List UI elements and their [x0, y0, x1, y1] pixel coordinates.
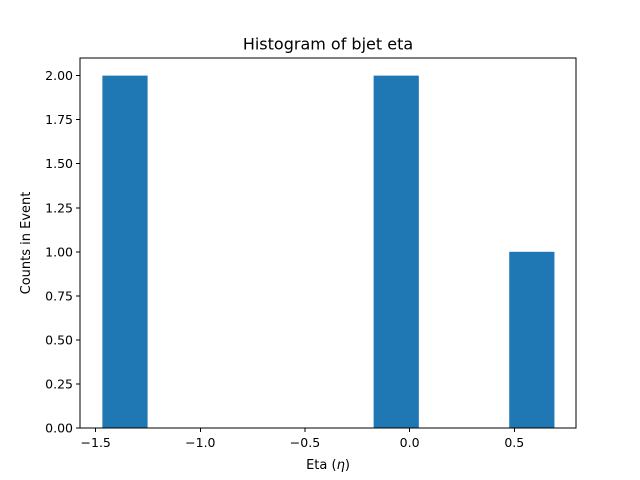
bars-group — [102, 75, 555, 428]
y-tick-label: 0.75 — [45, 288, 73, 303]
histogram-bar-0 — [102, 75, 148, 428]
y-axis-ticks: 0.00 0.25 0.50 0.75 1.00 1.25 1.50 1.75 2.00 — [45, 68, 80, 436]
x-tick-label: 0.0 — [400, 435, 420, 450]
x-axis-label-close: ) — [345, 458, 350, 473]
x-axis-label: Eta (η) — [306, 458, 350, 473]
histogram-bar-6 — [373, 75, 419, 428]
y-tick-label: 1.00 — [45, 244, 73, 259]
y-tick-label: 0.50 — [45, 332, 73, 347]
y-tick-label: 1.75 — [45, 112, 73, 127]
x-axis-ticks: −1.5 −1.0 −0.5 0.0 0.5 — [81, 428, 524, 450]
y-tick-label: 1.50 — [45, 156, 73, 171]
y-axis-label: Counts in Event — [19, 192, 34, 295]
x-tick-label: −1.5 — [81, 435, 111, 450]
y-tick-label: 0.00 — [45, 421, 73, 436]
y-tick-label: 0.25 — [45, 376, 73, 391]
x-tick-label: −1.0 — [185, 435, 215, 450]
x-tick-label: 0.5 — [504, 435, 524, 450]
histogram-bar-9 — [509, 251, 555, 428]
x-axis-label-symbol: η — [337, 458, 345, 473]
plot-frame — [79, 57, 577, 429]
x-tick-label: −0.5 — [290, 435, 320, 450]
x-axis-label-text: Eta ( — [306, 458, 336, 473]
chart-title: Histogram of bjet eta — [243, 35, 413, 54]
y-tick-label: 2.00 — [45, 68, 73, 83]
y-tick-label: 1.25 — [45, 200, 73, 215]
